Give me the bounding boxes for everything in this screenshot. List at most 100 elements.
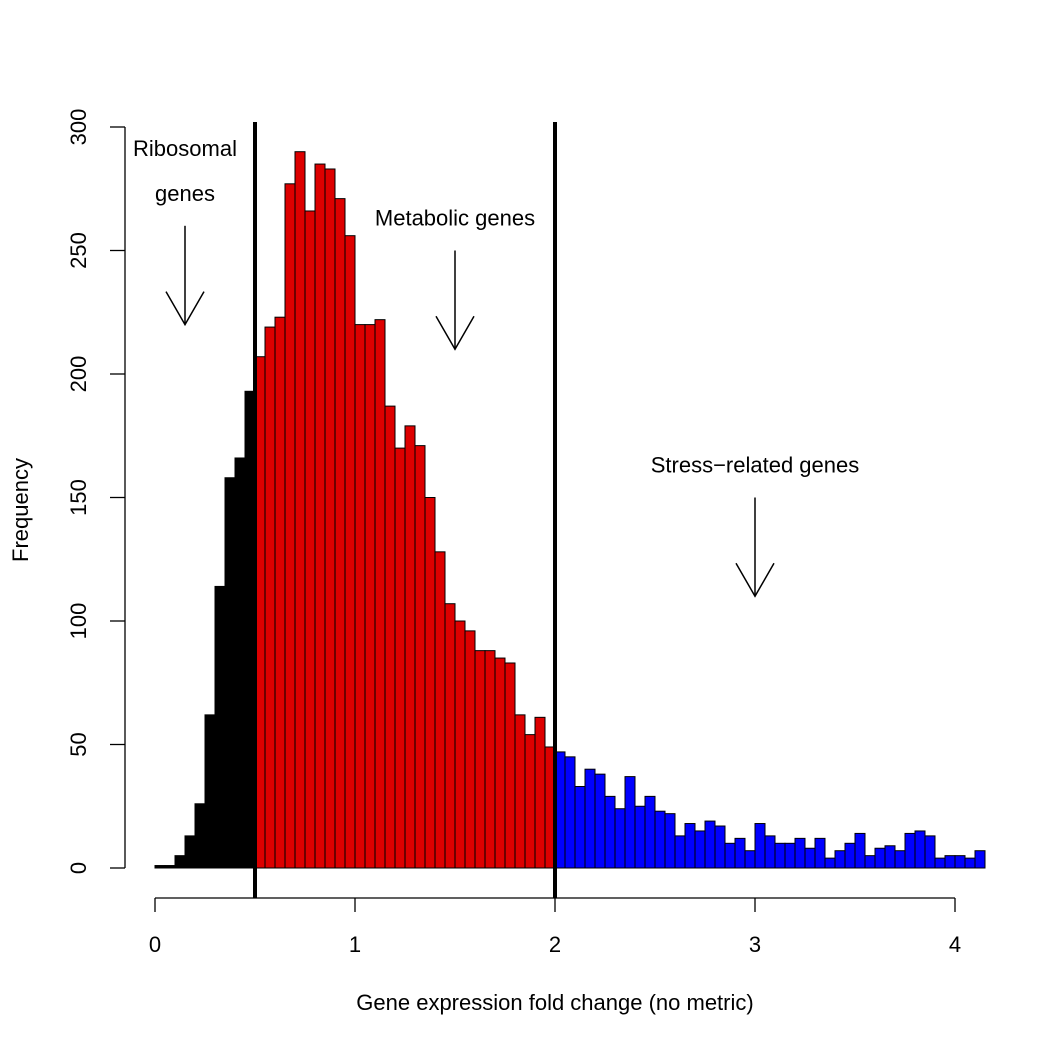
histogram-bar — [724, 842, 736, 869]
histogram-bar — [604, 795, 616, 869]
histogram-bar — [404, 425, 416, 869]
histogram-bar — [484, 650, 496, 869]
annotation-label: Metabolic genes — [375, 206, 535, 231]
histogram-bars — [154, 151, 986, 869]
y-tick-label: 150 — [66, 479, 91, 516]
x-tick-label: 0 — [149, 932, 161, 957]
y-tick-label: 250 — [66, 232, 91, 269]
histogram-bar — [824, 857, 836, 869]
histogram-bar — [704, 820, 716, 869]
histogram-bar — [814, 837, 826, 869]
arrow-head-icon — [165, 291, 205, 327]
histogram-bar — [614, 808, 626, 869]
histogram-bar — [924, 835, 936, 869]
histogram-bar — [534, 716, 546, 869]
threshold-lines — [253, 122, 557, 898]
histogram-bar — [754, 823, 766, 869]
histogram-bar — [774, 842, 786, 869]
series-3 — [554, 751, 986, 869]
histogram-bar — [354, 324, 366, 869]
annotation-label: Stress−related genes — [651, 453, 860, 478]
histogram-bar — [344, 235, 356, 869]
histogram-bar — [304, 210, 316, 869]
histogram-bar — [174, 855, 186, 869]
histogram-bar — [974, 850, 986, 869]
y-axis: 0 50 100 150 200 250 300 — [66, 109, 126, 874]
histogram-bar — [474, 650, 486, 869]
histogram-bar — [764, 835, 776, 869]
histogram-bar — [874, 847, 886, 869]
x-axis: 0 1 2 3 4 — [149, 897, 961, 957]
histogram-bar — [864, 855, 876, 869]
annotation-1: Ribosomal genes — [133, 136, 237, 327]
y-tick-label: 50 — [66, 732, 91, 756]
histogram-bar — [224, 477, 236, 869]
histogram-bar — [394, 447, 406, 869]
y-tick-label: 200 — [66, 356, 91, 393]
y-tick-label: 100 — [66, 603, 91, 640]
histogram-bar — [964, 857, 976, 869]
histogram-bar — [584, 768, 596, 869]
histogram-bar — [944, 855, 956, 869]
histogram-bar — [414, 445, 426, 869]
histogram-bar — [564, 756, 576, 869]
histogram-bar — [374, 319, 386, 869]
histogram-bar — [284, 183, 296, 869]
histogram-bar — [294, 151, 306, 869]
histogram-bar — [954, 855, 966, 869]
histogram-bar — [524, 734, 536, 869]
y-tick-label: 300 — [66, 109, 91, 146]
arrow-head-icon — [435, 315, 475, 351]
histogram-bar — [204, 714, 216, 869]
histogram-bar — [504, 662, 516, 869]
y-tick-label: 0 — [66, 862, 91, 874]
histogram-bar — [854, 832, 866, 869]
histogram-bar — [334, 198, 346, 869]
histogram-bar — [314, 163, 326, 869]
histogram-bar — [884, 845, 896, 869]
histogram-bar — [274, 316, 286, 869]
histogram-bar — [654, 810, 666, 869]
histogram-bar — [494, 657, 506, 869]
x-axis-title: Gene expression fold change (no metric) — [356, 990, 753, 1015]
annotations: Ribosomal genes Metabolic genes Stress−rela… — [133, 136, 860, 598]
histogram-bar — [214, 585, 226, 869]
arrow-head-icon — [735, 562, 775, 598]
histogram-bar — [434, 551, 446, 869]
histogram-bar — [734, 837, 746, 869]
y-axis-title: Frequency — [8, 458, 33, 562]
histogram-bar — [594, 773, 606, 869]
histogram-bar — [514, 714, 526, 869]
annotation-2: Metabolic genes — [375, 206, 535, 351]
histogram-bar — [784, 842, 796, 869]
histogram-bar — [714, 825, 726, 869]
annotation-label: genes — [155, 181, 215, 206]
histogram-bar — [644, 795, 656, 869]
histogram-bar — [164, 865, 176, 869]
histogram-bar — [324, 168, 336, 869]
x-tick-label: 4 — [949, 932, 961, 957]
annotation-3: Stress−related genes — [651, 453, 860, 598]
x-tick-label: 2 — [549, 932, 561, 957]
histogram-bar — [154, 865, 166, 869]
histogram-bar — [384, 405, 396, 869]
x-tick-label: 1 — [349, 932, 361, 957]
series-2 — [254, 151, 556, 869]
histogram-bar — [194, 803, 206, 869]
histogram-bar — [684, 823, 696, 869]
histogram-bar — [694, 830, 706, 869]
histogram-bar — [664, 813, 676, 869]
histogram-bar — [574, 785, 586, 869]
histogram-bar — [904, 832, 916, 869]
histogram-bar — [624, 776, 636, 869]
histogram-bar — [424, 497, 436, 869]
annotation-label: Ribosomal — [133, 136, 237, 161]
histogram-bar — [264, 326, 276, 869]
histogram-bar — [184, 835, 196, 869]
histogram-bar — [934, 857, 946, 869]
histogram-bar — [634, 805, 646, 869]
histogram-bar — [444, 603, 456, 869]
series-1 — [154, 390, 256, 869]
histogram-bar — [454, 620, 466, 869]
